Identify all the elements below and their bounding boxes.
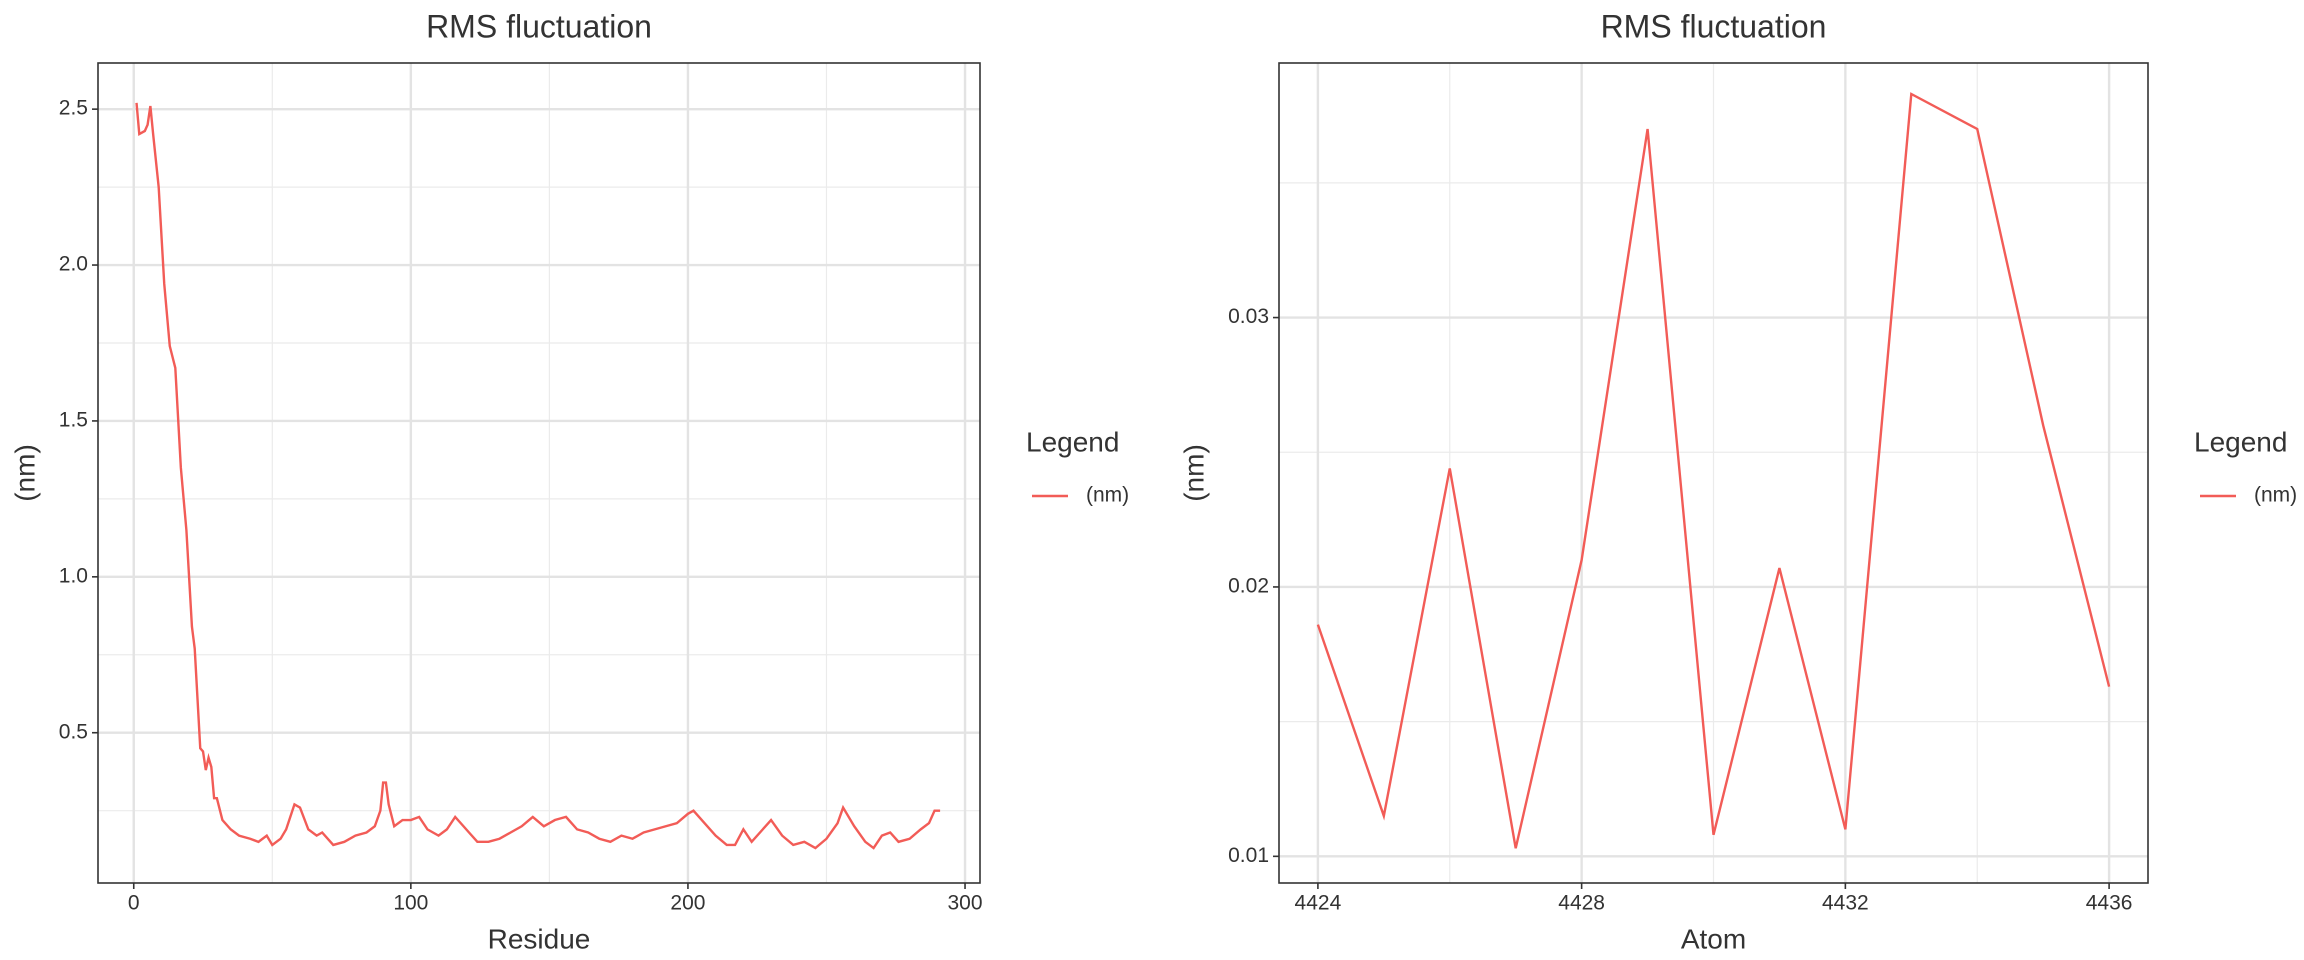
y-axis-label: (nm)	[1178, 444, 1209, 502]
chart-title: RMS fluctuation	[426, 8, 652, 44]
y-tick-label: 0.02	[1228, 574, 1269, 597]
data-line	[1316, 92, 2111, 849]
chart-panel: 0.01 0.02 0.03 4424 4428 4432 4436 RMS fluctuat…	[1178, 8, 2297, 954]
y-tick-label: 2.5	[59, 97, 88, 120]
x-axis-label: Residue	[488, 923, 591, 954]
x-tick-label: 4424	[1295, 892, 1342, 915]
panel-background	[98, 63, 980, 883]
x-tick-label: 0	[128, 892, 140, 915]
legend-title: Legend	[1026, 426, 1119, 457]
chart-title: RMS fluctuation	[1601, 8, 1827, 44]
x-tick-label: 300	[948, 892, 983, 915]
panel-border	[1278, 62, 2149, 884]
legend-label: (nm)	[2254, 484, 2297, 507]
y-tick-label: 0.03	[1228, 305, 1269, 328]
y-tick-label: 1.0	[59, 564, 88, 587]
chart-panel: 0.5 1.0 1.5 2.0 2.5 0 100 200 300 RMS fluctuation…	[9, 8, 1129, 954]
legend-label: (nm)	[1086, 484, 1129, 507]
y-tick-label: 0.01	[1228, 844, 1269, 867]
x-tick-label: 4428	[1558, 892, 1605, 915]
y-tick-label: 0.5	[59, 720, 88, 743]
y-axis-label: (nm)	[9, 444, 40, 502]
data-line	[135, 102, 941, 850]
x-tick-label: 200	[670, 892, 705, 915]
x-tick-label: 4432	[1822, 892, 1869, 915]
legend-title: Legend	[2194, 426, 2287, 457]
x-tick-label: 4436	[2086, 892, 2133, 915]
y-tick-label: 1.5	[59, 408, 88, 431]
y-tick-label: 2.0	[59, 253, 88, 276]
x-axis-label: Atom	[1681, 923, 1746, 954]
x-tick-label: 100	[393, 892, 428, 915]
panel-border	[97, 62, 981, 884]
